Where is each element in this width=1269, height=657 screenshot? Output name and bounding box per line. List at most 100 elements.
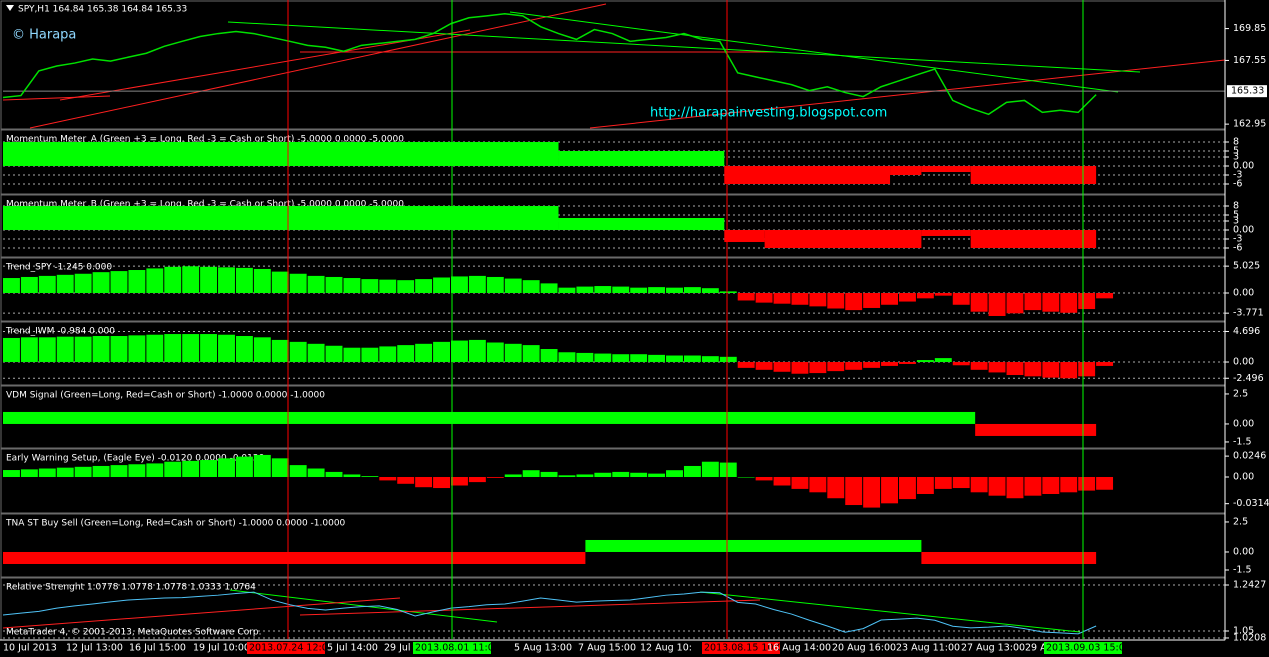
- histogram-bar: [845, 362, 863, 370]
- y-tick-label: 0.00: [1233, 472, 1254, 483]
- histogram-bar: [307, 343, 325, 363]
- y-tick-label: -1.5: [1233, 436, 1252, 447]
- histogram-bar: [3, 337, 20, 363]
- panel-title: Early Warning Setup, (Eagle Eye) -0.0120…: [6, 454, 265, 464]
- histogram-bar: [827, 477, 845, 499]
- y-tick-label: 0.00: [1233, 161, 1254, 172]
- footer: MetaTrader 4, © 2001-2013, MetaQuotes So…: [6, 628, 262, 638]
- signal-block: [921, 551, 1097, 564]
- histogram-bar: [218, 267, 235, 294]
- histogram-bar: [486, 477, 504, 478]
- x-tick-label: 7 Aug 15:00: [578, 643, 636, 654]
- histogram-bar: [755, 362, 773, 370]
- histogram-bar: [737, 293, 755, 301]
- signal-block: [890, 166, 922, 176]
- histogram-bar: [648, 473, 666, 478]
- x-tick-label: 29 Jul: [384, 643, 411, 654]
- histogram-bar: [737, 477, 755, 478]
- histogram-bar: [74, 336, 92, 363]
- y-tick-label: 2.5: [1233, 516, 1248, 527]
- histogram-bar: [701, 288, 719, 294]
- histogram-bar: [666, 470, 683, 478]
- x-tick-label: 2013.08.01 11:00: [415, 643, 500, 654]
- histogram-bar: [218, 334, 235, 363]
- y-tick-label: 0.00: [1233, 357, 1254, 368]
- y-tick-label: 0.00: [1233, 546, 1254, 557]
- histogram-bar: [486, 342, 504, 363]
- histogram-bar: [451, 276, 468, 294]
- histogram-bar: [899, 477, 916, 500]
- histogram-bar: [970, 293, 988, 312]
- histogram-bar: [253, 268, 271, 294]
- price-line: [2, 13, 1097, 116]
- histogram-bar: [164, 334, 182, 363]
- x-tick-label: 16 Jul 15:00: [129, 643, 186, 654]
- signal-block: [724, 166, 891, 185]
- histogram-bar: [504, 343, 522, 363]
- histogram-bar: [899, 362, 916, 364]
- signal-block: [558, 217, 725, 230]
- x-tick-label: 29 A: [1025, 643, 1047, 654]
- histogram-bar: [56, 467, 74, 478]
- x-tick-label: 2013.08.15 10:00: [704, 643, 789, 654]
- histogram-bar: [3, 470, 20, 478]
- symbol-icon: [6, 5, 14, 11]
- y-tick-label: 5: [1233, 209, 1239, 220]
- time-highlight: [413, 642, 491, 654]
- histogram-bar: [809, 477, 827, 493]
- histogram-bar: [558, 287, 576, 294]
- histogram-bar: [361, 347, 379, 363]
- histogram-bar: [683, 465, 701, 478]
- histogram-bar: [433, 477, 450, 489]
- histogram-bar: [415, 279, 433, 294]
- y-tick-label: 5: [1233, 146, 1239, 157]
- histogram-bar: [863, 477, 881, 508]
- y-tick-label: 3: [1233, 152, 1239, 163]
- histogram-bar: [881, 293, 898, 305]
- histogram-bar: [916, 360, 934, 363]
- histogram-bar: [970, 362, 988, 370]
- histogram-bar: [468, 339, 486, 363]
- last-price-box: [1227, 85, 1267, 98]
- x-tick-label: 27 Aug 13:00: [961, 643, 1025, 654]
- x-tick-label: 10 Jul 2013: [3, 643, 57, 654]
- panel-title: Trend_IWM -0.984 0.000: [5, 327, 115, 337]
- histogram-bar: [1042, 362, 1060, 378]
- histogram-bar: [451, 340, 468, 363]
- histogram-bar: [289, 465, 307, 478]
- histogram-bar: [773, 362, 791, 372]
- strength-line: [2, 591, 1097, 635]
- histogram-bar: [20, 469, 38, 478]
- signal-block: [3, 205, 559, 230]
- histogram-bar: [504, 474, 522, 478]
- trend-line: [29, 3, 607, 129]
- histogram-bar: [827, 293, 845, 309]
- histogram-bar: [110, 465, 128, 478]
- histogram-bar: [110, 271, 128, 294]
- histogram-bar: [182, 460, 200, 478]
- histogram-bar: [1006, 293, 1024, 314]
- histogram-bar: [325, 471, 343, 478]
- histogram-bar: [307, 275, 325, 294]
- signal-block: [3, 551, 586, 564]
- x-tick-label: 20 Aug 16:00: [832, 643, 896, 654]
- y-tick-label: 162.95: [1233, 119, 1266, 130]
- histogram-bar: [1060, 477, 1078, 493]
- histogram-bar: [146, 463, 164, 478]
- histogram-bar: [235, 267, 253, 294]
- x-tick-label: 2013.09.03 15:00: [1046, 643, 1131, 654]
- y-tick-label: 0.00: [1233, 418, 1254, 429]
- histogram-bar: [218, 458, 235, 478]
- signal-block: [921, 229, 971, 236]
- histogram-bar: [235, 456, 253, 478]
- histogram-bar: [379, 279, 397, 294]
- last-price-label: 165.33: [1231, 86, 1264, 97]
- time-highlight: [702, 642, 780, 654]
- y-tick-label: -6: [1233, 179, 1242, 190]
- y-tick-label: 0.00: [1233, 224, 1254, 235]
- histogram-bar: [38, 337, 56, 363]
- histogram-bar: [934, 477, 952, 489]
- signal-block: [764, 229, 922, 248]
- trend-lines: [2, 3, 1226, 633]
